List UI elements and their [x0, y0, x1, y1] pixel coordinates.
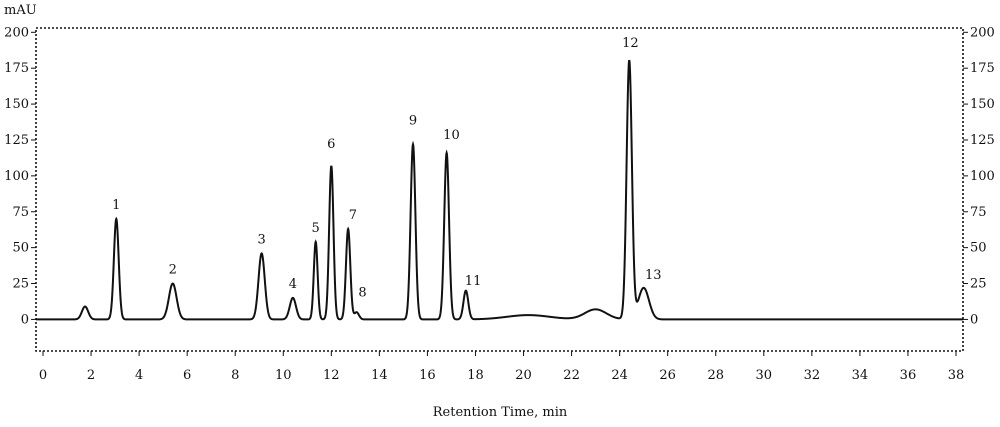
y-tick-label-right: 0 — [970, 312, 978, 327]
y-tick-label: 100 — [4, 169, 29, 184]
y-tick-label: 150 — [4, 97, 29, 112]
y-tick-label-right: 75 — [970, 205, 987, 220]
peak-label: 3 — [257, 232, 265, 247]
y-tick-label: 200 — [4, 25, 29, 40]
y-axis-title: mAU — [4, 3, 37, 18]
peak-label: 13 — [645, 268, 662, 283]
peak-label: 8 — [358, 285, 366, 300]
peak-label: 11 — [465, 274, 482, 289]
y-tick-label-right: 175 — [970, 61, 995, 76]
x-axis: 0 2 4 6 8 10 12 14 16 18 20 22 24 26 28 30 32 34 36 38 — [39, 351, 964, 383]
peak-label: 6 — [327, 137, 335, 152]
y-tick-label: 0 — [21, 312, 29, 327]
x-tick-label: 16 — [419, 368, 436, 383]
peak-label: 7 — [349, 208, 357, 223]
peak-label: 9 — [409, 113, 417, 128]
y-axis-right: 0 25 50 75 100 125 150 175 200 — [963, 25, 995, 327]
y-axis-left: 0 25 50 75 100 125 150 175 200 — [4, 25, 36, 327]
y-tick-label-right: 125 — [970, 133, 995, 148]
y-tick-label-right: 100 — [970, 169, 995, 184]
x-tick-label: 8 — [231, 368, 239, 383]
x-tick-label: 24 — [611, 368, 628, 383]
y-tick-label-right: 25 — [970, 277, 987, 292]
x-tick-label: 26 — [659, 368, 676, 383]
x-tick-label: 0 — [39, 368, 47, 383]
x-tick-label: 12 — [323, 368, 340, 383]
peak-label: 10 — [443, 128, 460, 143]
peak-label: 4 — [289, 277, 297, 292]
x-tick-label: 18 — [467, 368, 484, 383]
plot-frame — [35, 27, 964, 352]
y-tick-label: 25 — [12, 277, 29, 292]
y-tick-label-right: 200 — [970, 25, 995, 40]
y-tick-label: 125 — [4, 133, 29, 148]
peak-label: 1 — [112, 198, 120, 213]
y-tick-label-right: 150 — [970, 97, 995, 112]
x-tick-label: 22 — [563, 368, 580, 383]
x-tick-label: 2 — [87, 368, 95, 383]
x-tick-label: 38 — [948, 368, 965, 383]
peak-label: 12 — [622, 36, 639, 51]
x-tick-label: 28 — [707, 368, 724, 383]
peak-label: 5 — [312, 221, 320, 236]
x-tick-label: 30 — [756, 368, 773, 383]
x-axis-title: Retention Time, min — [433, 405, 568, 420]
x-tick-label: 32 — [804, 368, 821, 383]
x-tick-label: 36 — [900, 368, 917, 383]
x-tick-label: 14 — [371, 368, 388, 383]
x-tick-label: 20 — [515, 368, 532, 383]
y-tick-label: 75 — [12, 205, 29, 220]
x-tick-label: 34 — [852, 368, 869, 383]
peak-label: 2 — [169, 263, 177, 278]
x-tick-label: 10 — [275, 368, 292, 383]
chromatogram-trace — [36, 59, 963, 321]
y-tick-label: 175 — [4, 61, 29, 76]
x-tick-label: 6 — [183, 368, 191, 383]
x-tick-label: 4 — [135, 368, 143, 383]
y-tick-label: 50 — [12, 241, 29, 256]
y-tick-label-right: 50 — [970, 241, 987, 256]
